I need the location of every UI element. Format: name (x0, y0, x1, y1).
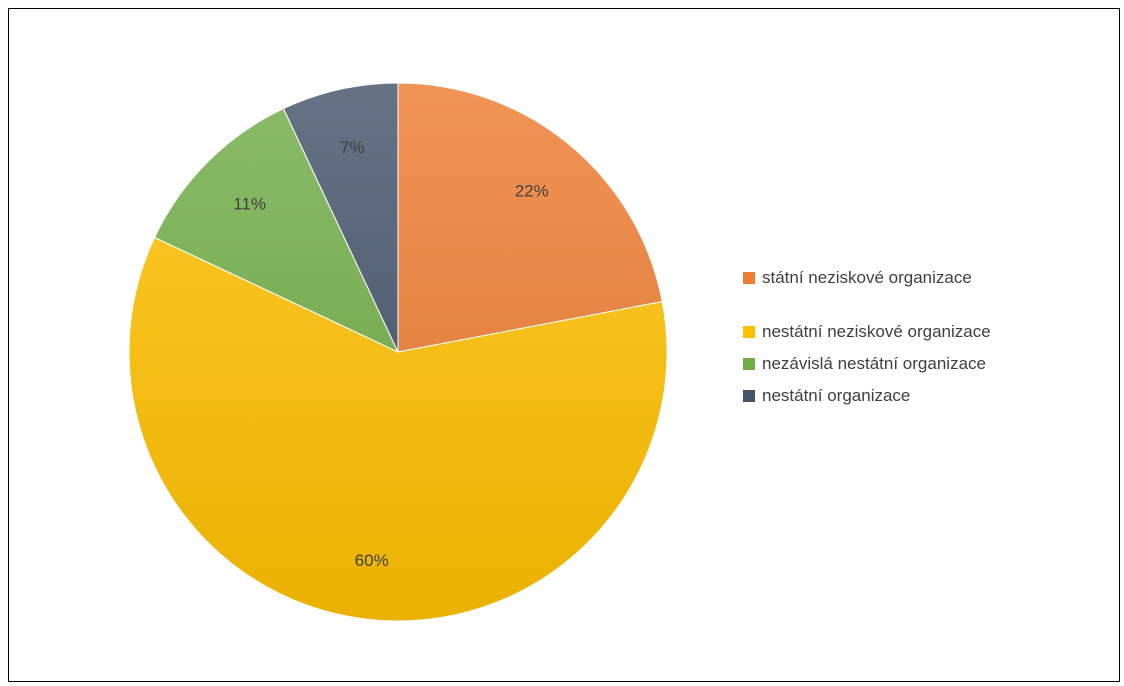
legend-item-nestatni-organizace: nestátní organizace (743, 381, 1073, 411)
data-label-statni-neziskove: 22% (515, 181, 549, 200)
legend-label: nezávislá nestátní organizace (762, 354, 986, 373)
pie-data-labels: 22% 60% 11% 7% (233, 138, 549, 570)
data-label-nezavisla-nestatni: 11% (233, 195, 266, 214)
chart-frame: 22% 60% 11% 7% státní neziskové organizace … (8, 8, 1120, 682)
legend-item-nestatni-neziskove: nestátní neziskové organizace (743, 317, 1073, 347)
pie-chart: 22% 60% 11% 7% (128, 82, 668, 622)
data-label-nestatni-neziskove: 60% (355, 551, 389, 570)
legend-item-statni-neziskove: státní neziskové organizace (743, 263, 1073, 293)
pie-slice-nestatni-neziskove (128, 236, 668, 622)
legend-swatch (743, 326, 755, 338)
legend-swatch (743, 358, 755, 370)
legend-swatch (743, 390, 755, 402)
legend-label: státní neziskové organizace (762, 268, 972, 287)
legend: státní neziskové organizace nestátní nez… (743, 263, 1073, 411)
legend-item-nezavisla-nestatni: nezávislá nestátní organizace (743, 349, 1073, 379)
legend-label: nestátní neziskové organizace (762, 322, 991, 341)
pie-slice-nezavisla-nestatni (153, 107, 400, 354)
pie-slice-nestatni-organizace (282, 82, 399, 353)
data-label-nestatni-organizace: 7% (340, 138, 365, 157)
legend-label: nestátní organizace (762, 386, 911, 405)
pie-slices (128, 82, 668, 622)
legend-swatch (743, 272, 755, 284)
pie-slice-statni-neziskove (397, 82, 663, 353)
